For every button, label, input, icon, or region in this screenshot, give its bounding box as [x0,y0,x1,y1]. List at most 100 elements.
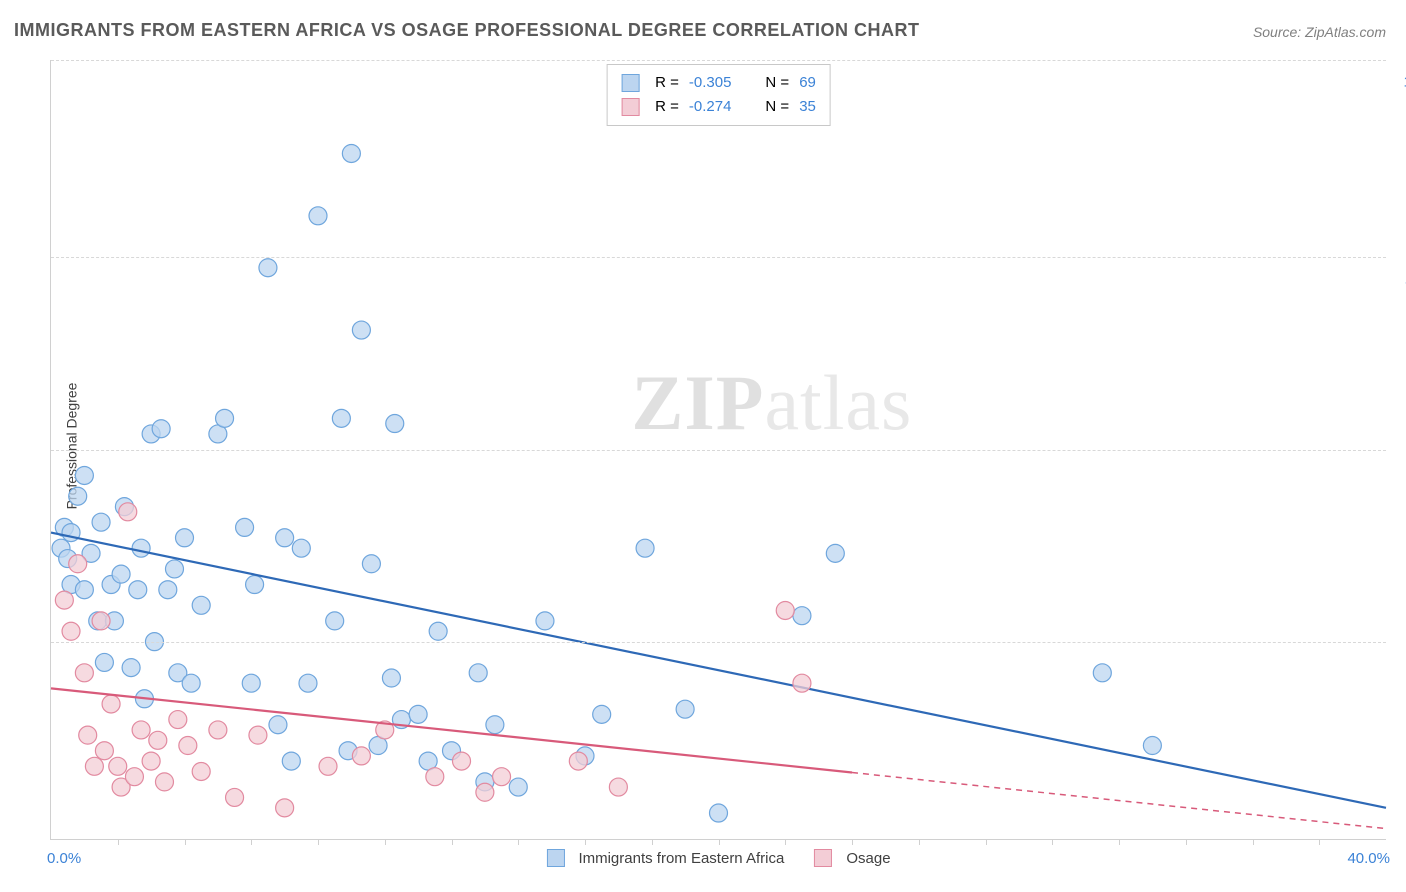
legend-r-prefix: R = [655,71,679,95]
data-point [129,581,147,599]
data-point [62,622,80,640]
x-tick [852,839,853,845]
legend-r-value: -0.274 [689,95,732,119]
data-point [242,674,260,692]
data-point [426,768,444,786]
regression-line-dashed [852,773,1386,829]
data-point [269,716,287,734]
x-tick [1052,839,1053,845]
y-tick-label: 7.5% [1394,463,1406,480]
legend-swatch [621,74,639,92]
legend-series-label: Immigrants from Eastern Africa [578,850,784,867]
data-point [292,539,310,557]
data-point [112,565,130,583]
data-point [109,757,127,775]
data-point [125,768,143,786]
source-label: Source: ZipAtlas.com [1253,24,1386,40]
legend-row: R = -0.305 N = 69 [621,71,816,95]
data-point [1093,664,1111,682]
legend-swatch [814,849,832,867]
legend-row: R = -0.274 N = 35 [621,95,816,119]
data-point [826,544,844,562]
x-tick [1253,839,1254,845]
legend-n-value: 69 [799,71,816,95]
data-point [276,799,294,817]
data-point [132,721,150,739]
x-tick [1186,839,1187,845]
data-point [259,259,277,277]
data-point [142,752,160,770]
legend-swatch [546,849,564,867]
data-point [119,503,137,521]
legend-swatch [621,98,639,116]
x-tick [251,839,252,845]
x-tick [118,839,119,845]
data-point [326,612,344,630]
data-point [246,576,264,594]
data-point [95,653,113,671]
data-point [469,664,487,682]
x-tick [518,839,519,845]
data-point [486,716,504,734]
data-point [793,607,811,625]
data-point [299,674,317,692]
data-point [609,778,627,796]
data-point [386,415,404,433]
data-point [92,612,110,630]
data-point [493,768,511,786]
chart-title: IMMIGRANTS FROM EASTERN AFRICA VS OSAGE … [14,20,920,41]
data-point [75,466,93,484]
x-max-label: 40.0% [1347,850,1390,867]
data-point [793,674,811,692]
data-point [319,757,337,775]
data-point [55,591,73,609]
data-point [159,581,177,599]
data-point [182,674,200,692]
data-point [676,700,694,718]
data-point [710,804,728,822]
data-point [352,747,370,765]
legend-series: Immigrants from Eastern AfricaOsage [546,849,890,867]
data-point [179,737,197,755]
x-min-label: 0.0% [47,850,81,867]
data-point [409,705,427,723]
legend-n-prefix: N = [765,71,789,95]
data-point [75,581,93,599]
data-point [362,555,380,573]
data-point [453,752,471,770]
gridline [51,257,1386,258]
legend-n-prefix: N = [765,95,789,119]
data-point [476,783,494,801]
x-tick [919,839,920,845]
data-point [342,144,360,162]
data-point [636,539,654,557]
data-point [216,409,234,427]
x-tick [719,839,720,845]
legend-r-prefix: R = [655,95,679,119]
x-tick [1319,839,1320,845]
data-point [149,731,167,749]
data-point [536,612,554,630]
legend-series-item: Immigrants from Eastern Africa [546,849,784,867]
x-tick [585,839,586,845]
x-tick [986,839,987,845]
data-point [69,487,87,505]
x-tick [452,839,453,845]
y-tick-label: 15.0% [1394,74,1406,91]
data-point [122,659,140,677]
legend-r-value: -0.305 [689,71,732,95]
plot-area: ZIPatlas R = -0.305N = 69R = -0.274N = 3… [50,60,1386,840]
legend-correlation-box: R = -0.305 N = 69 R = -0.274 N = 35 [606,64,831,126]
data-point [236,518,254,536]
data-point [209,721,227,739]
data-point [102,695,120,713]
data-point [165,560,183,578]
y-tick-label: 11.2% [1394,271,1406,288]
regression-line [51,533,1386,808]
legend-n-value: 35 [799,95,816,119]
data-point [95,742,113,760]
data-point [92,513,110,531]
x-tick [785,839,786,845]
data-point [352,321,370,339]
data-point [429,622,447,640]
